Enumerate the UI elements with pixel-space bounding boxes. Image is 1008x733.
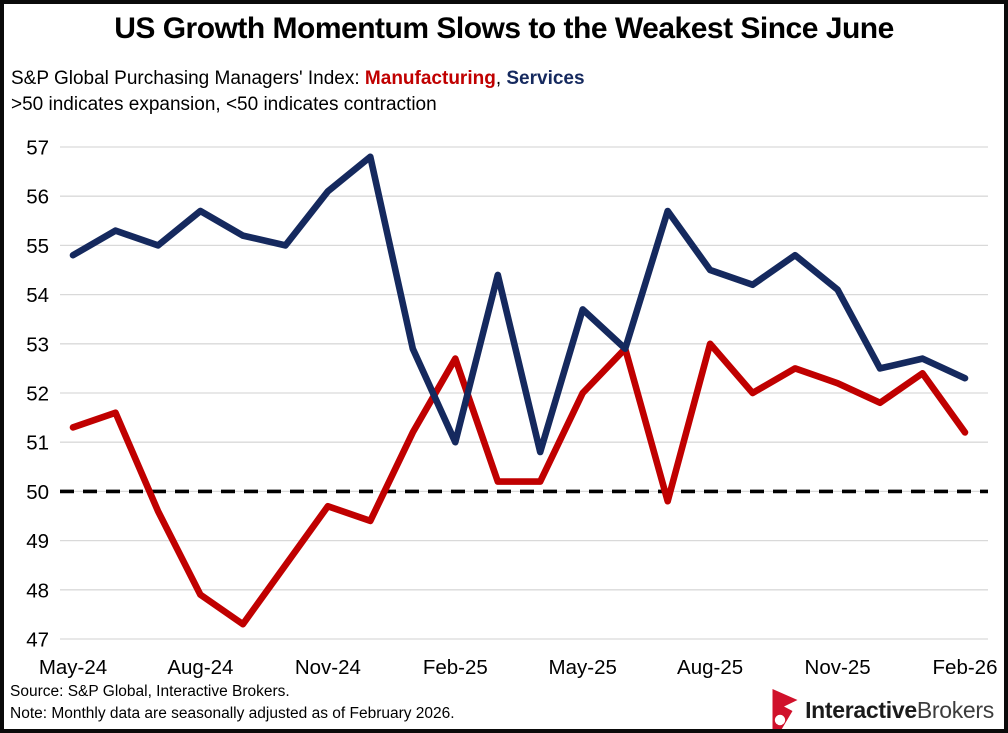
logo-icon-dot	[774, 714, 786, 726]
series-line-services	[69, 153, 969, 456]
y-tick-label: 48	[26, 579, 49, 602]
logo-text: InteractiveBrokers	[805, 697, 994, 724]
series-line-manufacturing	[69, 340, 969, 628]
legend-services: Services	[506, 68, 585, 89]
subtitle-line1: S&P Global Purchasing Managers' Index: M…	[11, 66, 585, 92]
y-tick-label: 51	[26, 432, 49, 455]
logo-text-bold: Interactive	[805, 696, 917, 723]
interactive-brokers-logo-icon	[772, 689, 798, 729]
x-tick-label: Nov-24	[295, 656, 361, 679]
subtitle-prefix: S&P Global Purchasing Managers' Index:	[11, 68, 365, 89]
legend-manufacturing: Manufacturing	[364, 68, 496, 89]
legend-separator: ,	[495, 68, 507, 89]
y-tick-label: 57	[26, 137, 49, 160]
y-tick-label: 56	[26, 186, 49, 209]
data-note: Note: Monthly data are seasonally adjust…	[10, 704, 455, 722]
x-tick-label: Nov-25	[805, 656, 871, 679]
logo-icon-shape	[772, 689, 798, 729]
chart-title: US Growth Momentum Slows to the Weakest …	[114, 12, 894, 45]
source-note: Source: S&P Global, Interactive Brokers.	[10, 683, 290, 700]
x-tick-label: May-25	[549, 656, 617, 679]
x-tick-label: Aug-24	[167, 656, 233, 679]
x-tick-label: Feb-26	[933, 656, 998, 679]
y-tick-label: 52	[26, 383, 49, 406]
pmi-line-chart: 47 48 49 50 51 52 53 54 55 56 57 May-24 Aug-24 Nov-24…	[26, 137, 998, 680]
y-tick-label: 47	[26, 629, 49, 652]
chart-subtitle: S&P Global Purchasing Managers' Index: M…	[11, 66, 585, 118]
subtitle-line2: >50 indicates expansion, <50 indicates c…	[11, 94, 437, 115]
logo-text-regular: Brokers	[916, 696, 994, 723]
interactive-brokers-logo: InteractiveBrokers	[769, 688, 994, 729]
chart-footer: Source: S&P Global, Interactive Brokers.…	[10, 681, 455, 724]
y-tick-label: 50	[26, 481, 49, 504]
y-tick-label: 54	[26, 284, 49, 307]
x-tick-label: Feb-25	[423, 656, 488, 679]
x-tick-label: May-24	[39, 656, 107, 679]
y-tick-label: 49	[26, 530, 49, 553]
y-tick-label: 53	[26, 333, 49, 356]
x-tick-label: Aug-25	[677, 656, 743, 679]
y-tick-label: 55	[26, 235, 49, 258]
